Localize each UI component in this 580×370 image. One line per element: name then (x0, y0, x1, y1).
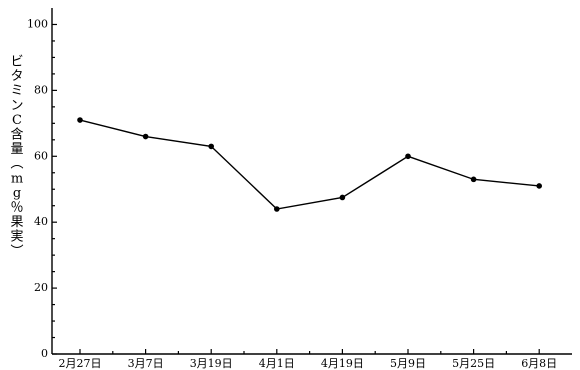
data-point (339, 194, 346, 201)
data-point (208, 143, 214, 150)
data-point (274, 206, 280, 212)
x-tick-label: 6月8日 (521, 357, 557, 370)
y-tick-label: 100 (27, 17, 48, 30)
y-axis-label-char: m (11, 171, 23, 186)
x-tick-label: 3月19日 (190, 357, 233, 370)
data-point (142, 133, 149, 140)
x-axis: 2月27日 3月7日 3月19日 4月1日 4月19日 5月9日 5月25日 6月8日 (52, 349, 572, 370)
x-tick-label: 4月1日 (259, 357, 295, 370)
y-axis-label-char: ︶ (10, 244, 23, 259)
y-axis-label-char: 量 (10, 142, 23, 157)
y-tick-label: 20 (34, 281, 48, 294)
y-axis-label-char: 含 (10, 127, 23, 143)
y-tick-label: 0 (41, 347, 48, 360)
y-tick-label: 40 (34, 215, 48, 228)
x-tick-label: 3月7日 (128, 357, 164, 370)
x-tick-label: 2月27日 (59, 357, 102, 370)
y-axis-label-char: ミ (10, 84, 23, 99)
y-axis-label-char: ％ (10, 201, 23, 216)
y-axis-label-char: C (12, 113, 22, 128)
y-axis-label-char: 実 (10, 229, 23, 245)
y-axis-label-char: ︵ (10, 157, 23, 172)
x-tick-label: 5月25日 (452, 357, 495, 370)
y-axis-label-char: 果 (10, 215, 23, 230)
data-point (405, 153, 411, 160)
data-point (77, 117, 83, 123)
y-axis-label-char: タ (10, 69, 23, 84)
y-axis-label-char: ン (10, 98, 23, 113)
data-point (470, 176, 477, 183)
y-axis-label-char: ビ (10, 55, 23, 70)
y-tick-label: 80 (34, 83, 48, 96)
series-line (79, 119, 540, 210)
x-tick-label: 5月9日 (390, 357, 426, 370)
data-point (536, 183, 542, 189)
y-axis: 0 20 40 60 80 100 (27, 8, 57, 360)
x-tick-label: 4月19日 (321, 357, 364, 370)
y-tick-label: 60 (34, 149, 48, 162)
y-axis-label-char: g (13, 186, 21, 201)
series-layer (77, 117, 542, 212)
